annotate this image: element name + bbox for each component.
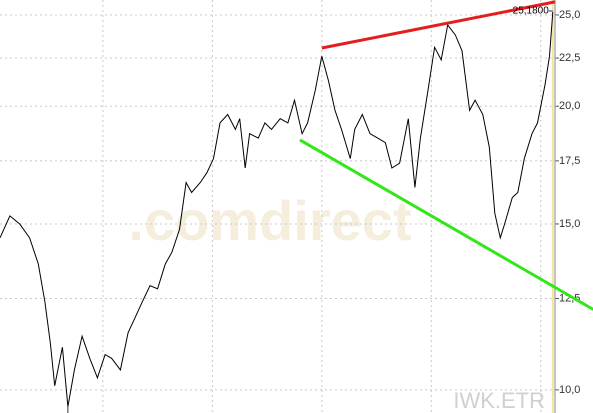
watermark: .comdirect	[128, 189, 411, 252]
trendline	[321, 0, 556, 50]
y-tick-label: 17,5	[559, 155, 580, 167]
y-tick-label: 25,0	[559, 9, 580, 21]
symbol: IWK.ETR	[453, 388, 545, 413]
y-tick-label: 15,0	[559, 218, 580, 230]
x-tick-label: 2003	[96, 5, 108, 29]
price-line	[0, 11, 554, 407]
y-tick-label: 22,5	[559, 52, 580, 64]
x-tick-label: 2005	[315, 5, 327, 29]
y-tick-label: 12,5	[559, 292, 580, 304]
x-tick-label: 2004	[205, 5, 217, 29]
y-tick-label: 20,0	[559, 100, 580, 112]
annotation: 25,1800	[513, 6, 550, 17]
trendline	[299, 138, 593, 311]
y-tick-label: 10,0	[559, 384, 580, 396]
